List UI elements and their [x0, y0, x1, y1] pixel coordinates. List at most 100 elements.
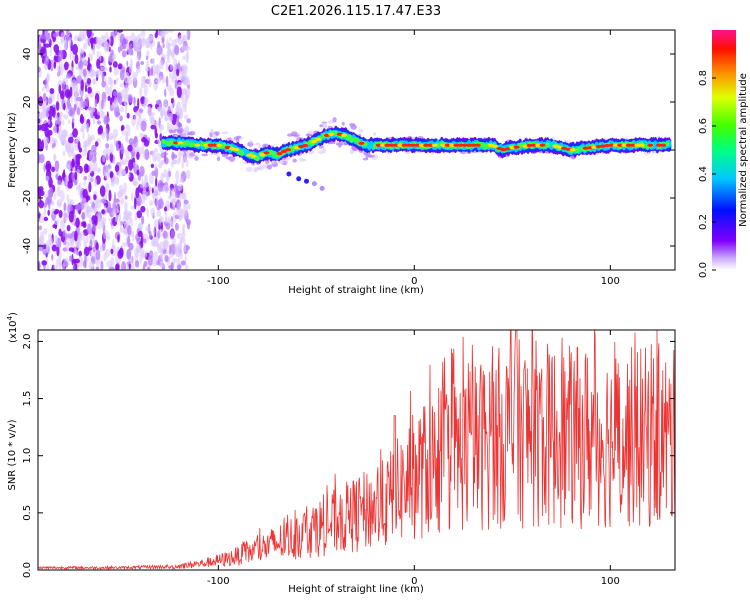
noise-mark: [58, 228, 62, 237]
noise-mark: [171, 50, 175, 60]
noise-mark: [38, 42, 42, 50]
noise-mark: [155, 152, 162, 162]
trace-halo-mark: [624, 137, 629, 140]
noise-mark: [175, 179, 179, 185]
noise-mark: [144, 174, 147, 186]
trace-core-mark: [315, 137, 322, 141]
trace-core-mark: [380, 143, 386, 147]
trace-core-mark: [401, 143, 408, 147]
noise-mark: [103, 39, 107, 50]
noise-mark: [62, 262, 65, 270]
trace-halo-mark: [249, 140, 253, 144]
noise-mark: [66, 194, 70, 202]
noise-mark: [137, 66, 141, 73]
noise-mark: [38, 225, 42, 231]
noise-mark: [128, 242, 134, 251]
trace-halo-mark: [358, 128, 364, 133]
noise-mark: [87, 133, 90, 145]
noise-mark: [92, 160, 98, 172]
noise-mark: [134, 252, 140, 258]
colorbar: 0.0 0.2 0.4 0.6 0.8 Normalized spectral ampl…: [698, 30, 749, 278]
noise-mark: [109, 171, 114, 178]
noise-mark: [43, 216, 49, 222]
noise-mark: [180, 95, 185, 101]
noise-mark: [93, 106, 96, 113]
noise-mark: [181, 192, 187, 200]
trace-core-mark: [341, 133, 348, 137]
noise-mark: [79, 128, 85, 132]
noise-mark: [166, 121, 170, 132]
trace-core-mark: [630, 143, 637, 147]
noise-mark: [92, 224, 97, 232]
noise-mark: [154, 163, 158, 171]
trace-halo-mark: [210, 152, 217, 155]
noise-mark: [83, 175, 88, 181]
noise-mark: [179, 251, 183, 260]
noise-mark: [89, 239, 93, 249]
noise-mark: [107, 95, 111, 102]
noise-mark: [54, 220, 60, 226]
noise-mark: [140, 148, 146, 155]
noise-mark: [181, 44, 186, 52]
trace-core-mark: [457, 143, 464, 147]
noise-mark: [128, 173, 131, 178]
noise-mark: [54, 160, 60, 172]
noise-mark: [164, 184, 169, 194]
trace-core-mark: [250, 154, 257, 158]
trace-halo-mark: [258, 145, 262, 149]
trace-band-mark: [184, 140, 190, 146]
echo-tail-mark: [286, 171, 292, 177]
noise-mark: [146, 60, 150, 66]
colorbar-ticks: 0.0 0.2 0.4 0.6 0.8: [698, 70, 716, 278]
trace-band-mark: [161, 138, 166, 144]
bottom-y-tick-label: 2.0: [22, 333, 33, 349]
noise-mark: [56, 186, 61, 197]
noise-mark: [53, 61, 57, 69]
noise-mark: [51, 244, 57, 252]
noise-mark: [167, 55, 170, 64]
noise-mark: [114, 216, 118, 223]
trace-halo-mark: [341, 121, 345, 126]
noise-mark: [121, 261, 127, 270]
colorbar-tick-label: 0.2: [698, 214, 709, 230]
noise-mark: [135, 243, 142, 253]
noise-mark: [159, 228, 163, 238]
top-x-axis-title: Height of straight line (km): [288, 285, 424, 296]
noise-mark: [54, 192, 57, 200]
noise-mark: [71, 79, 77, 88]
noise-mark: [101, 98, 104, 110]
noise-mark: [56, 123, 59, 134]
noise-mark: [45, 160, 52, 173]
bottom-y-tick-label: 1.5: [22, 391, 33, 407]
noise-mark: [74, 230, 78, 242]
noise-mark: [94, 70, 100, 75]
noise-mark: [47, 118, 51, 125]
noise-mark: [138, 112, 142, 119]
noise-mark: [176, 115, 179, 127]
noise-mark: [67, 233, 73, 239]
trace-core-mark: [461, 143, 468, 147]
noise-mark: [151, 57, 155, 65]
noise-mark: [154, 132, 158, 139]
noise-mark: [112, 128, 119, 139]
trace-halo-mark: [306, 134, 313, 137]
trace-core-mark: [427, 143, 434, 147]
trace-core-mark: [453, 143, 460, 147]
trace-halo-mark: [367, 154, 375, 158]
noise-mark: [113, 79, 117, 85]
noise-mark: [63, 39, 68, 50]
noise-mark: [119, 44, 123, 52]
trace-core-mark: [647, 143, 654, 147]
noise-mark: [85, 37, 89, 42]
noise-mark: [71, 247, 75, 253]
noise-mark: [127, 225, 132, 236]
noise-mark: [109, 152, 114, 163]
noise-mark: [143, 139, 150, 147]
noise-mark: [165, 60, 168, 72]
snr-panel: -100 0 100 0.0 0.5 1.0 1.5 2.0 Height of strai…: [6, 312, 676, 595]
noise-mark: [106, 129, 109, 142]
noise-mark: [55, 173, 59, 180]
trace-core-mark: [302, 143, 309, 148]
noise-mark: [156, 44, 163, 56]
noise-mark: [76, 185, 79, 191]
